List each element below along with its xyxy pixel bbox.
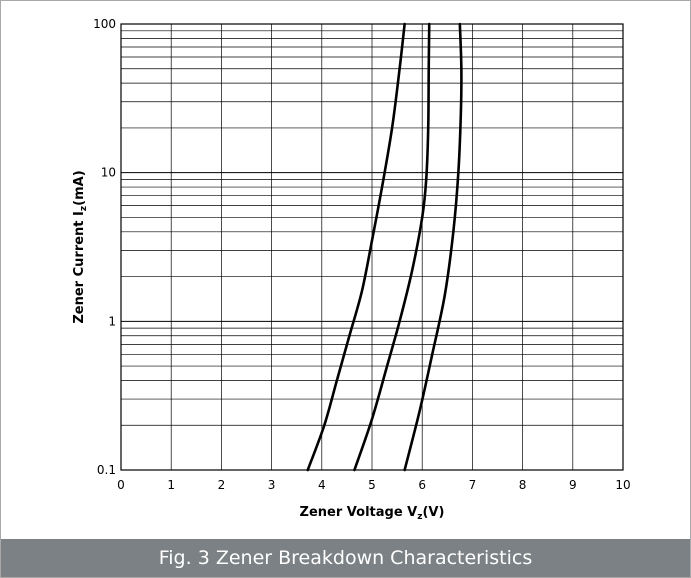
- x-tick-label: 7: [469, 478, 477, 492]
- y-tick-label: 100: [93, 17, 116, 31]
- y-tick-label: 0.1: [97, 463, 116, 477]
- y-tick-label: 10: [101, 166, 116, 180]
- x-tick-label: 10: [615, 478, 630, 492]
- x-tick-labels: 0 1 2 3 4 5 6 7 8 9 10: [117, 478, 630, 492]
- x-axis-label: Zener Voltage Vz(V): [300, 505, 445, 522]
- x-tick-label: 6: [418, 478, 426, 492]
- series-curve-2: [353, 22, 431, 472]
- y-tick-labels: 0.1 1 10 100: [93, 17, 116, 477]
- x-tick-label: 0: [117, 478, 125, 492]
- series-curve-1: [306, 22, 406, 472]
- chart-series-group: [306, 22, 463, 472]
- x-tick-label: 8: [519, 478, 527, 492]
- y-tick-label: 1: [108, 314, 116, 328]
- x-tick-label: 1: [167, 478, 175, 492]
- caption-text: Fig. 3 Zener Breakdown Characteristics: [158, 547, 533, 569]
- x-tick-label: 4: [318, 478, 326, 492]
- x-tick-label: 5: [368, 478, 376, 492]
- figure-caption: Fig. 3 Zener Breakdown Characteristics: [1, 539, 690, 577]
- plot-border: [120, 23, 624, 471]
- series-curve-3: [403, 22, 463, 472]
- chart: 0 1 2 3 4 5 6 7 8 9 10 0.1 1 10 100 Zener Voltage Vz(…: [72, 17, 631, 522]
- x-tick-label: 3: [268, 478, 276, 492]
- x-tick-label: 9: [569, 478, 577, 492]
- y-axis-label: Zener Current Iz(mA): [72, 170, 89, 323]
- x-tick-label: 2: [218, 478, 226, 492]
